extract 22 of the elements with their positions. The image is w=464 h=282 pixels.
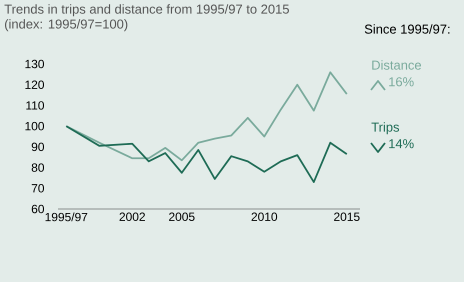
- y-tick-label: 80: [32, 163, 44, 172]
- line-series: [65, 71, 348, 162]
- text: Trips: [372, 122, 400, 134]
- text: Since 1995/97:: [364, 24, 450, 34]
- text: 14%: [389, 139, 414, 148]
- text: Distance: [372, 60, 422, 70]
- y-tick-label: 120: [25, 80, 44, 89]
- y-tick-label: 60: [32, 204, 44, 214]
- line-series: [65, 125, 348, 183]
- x-tick-label: 2002: [120, 212, 145, 221]
- x-tick-label: 2015: [334, 212, 360, 221]
- y-tick-label: 110: [26, 101, 44, 110]
- y-tick-label: 130: [25, 60, 44, 68]
- chart-title: Trends in trips and distance from 1995/97 to 2015: [4, 4, 289, 16]
- x-tick-label: 1995/97: [46, 212, 88, 222]
- chart-subtitle: (index: 1995/97=100): [4, 19, 128, 32]
- text: 16%: [389, 77, 414, 86]
- y-tick-label: 90: [32, 142, 44, 152]
- y-tick-label: 70: [32, 184, 44, 193]
- y-tick-label: 100: [25, 122, 44, 130]
- x-tick-label: 2010: [252, 212, 278, 221]
- x-tick-label: 2005: [169, 212, 195, 221]
